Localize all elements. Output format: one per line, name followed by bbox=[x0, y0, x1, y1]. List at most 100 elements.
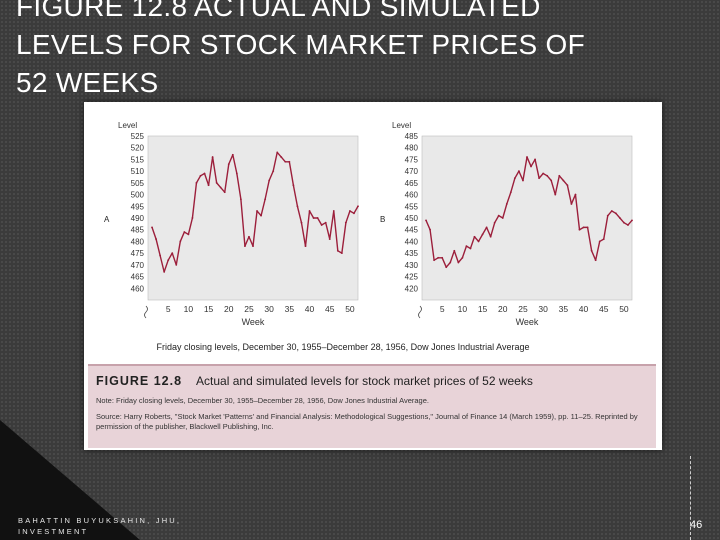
panel-a-data-point bbox=[272, 170, 275, 173]
panel-a-data-point bbox=[324, 221, 327, 224]
figure-label: FIGURE 12.8 bbox=[96, 374, 183, 388]
panel-a-axis-break bbox=[144, 305, 148, 319]
panel-a-data-point bbox=[199, 174, 202, 177]
panel-a-data-point bbox=[260, 214, 262, 217]
panel-a-data-point bbox=[219, 186, 222, 189]
panel-a-series-segment bbox=[151, 226, 157, 240]
panel-b-series-segment bbox=[473, 236, 480, 243]
panel-b-y-tick-label: 475 bbox=[405, 155, 419, 164]
panel-a-series-segment bbox=[329, 210, 335, 240]
panel-a-x-tick-label: 30 bbox=[264, 304, 274, 314]
panel-b-y-tick-label: 460 bbox=[405, 191, 419, 200]
panel-a-x-axis-label: Week bbox=[242, 317, 265, 327]
panel-a-x-tick-label: 35 bbox=[285, 304, 295, 314]
panel-b-panel-label: B bbox=[380, 215, 385, 224]
panel-b-series-segment bbox=[510, 177, 516, 193]
panel-a-data-point bbox=[244, 245, 246, 248]
panel-a-data-point bbox=[163, 270, 166, 273]
panel-b-series-segment bbox=[570, 193, 577, 205]
figure-panel: Friday closing levels, December 30, 1955… bbox=[84, 102, 662, 450]
panel-b-data-point bbox=[457, 261, 460, 264]
panel-b-data-point bbox=[570, 203, 573, 205]
panel-a-data-point bbox=[320, 224, 323, 226]
footer-author: BAHATTIN BUYUKSAHIN, JHU, INVESTMENT bbox=[18, 516, 182, 536]
panel-b-series-segment bbox=[502, 203, 508, 219]
panel-a-data-point bbox=[268, 179, 271, 182]
panel-a-data-point bbox=[276, 151, 279, 154]
panel-b-data-point bbox=[449, 261, 452, 264]
panel-b-data-point bbox=[493, 221, 496, 224]
panel-b-series-segment bbox=[550, 179, 556, 196]
panel-b-y-tick-label: 440 bbox=[405, 237, 419, 246]
panel-b-data-point bbox=[598, 240, 601, 243]
panel-a-data-point bbox=[308, 210, 311, 212]
panel-a-series-segment bbox=[248, 236, 254, 247]
panel-a-y-tick-label: 515 bbox=[131, 155, 145, 164]
panel-b-series-segment bbox=[445, 261, 451, 268]
panel-a-x-tick-label: 15 bbox=[204, 304, 214, 314]
panel-a-series-segment bbox=[333, 210, 339, 252]
panel-a-data-point bbox=[264, 198, 267, 201]
panel-a-series-segment bbox=[324, 221, 331, 240]
panel-b-series-segment bbox=[603, 214, 609, 240]
panel-b-series-segment bbox=[522, 156, 528, 182]
panel-b-data-point bbox=[461, 256, 464, 259]
panel-b-data-point bbox=[578, 228, 581, 231]
panel-b-series-segment bbox=[586, 226, 593, 252]
panel-a-y-tick-label: 480 bbox=[131, 237, 145, 246]
panel-a-series-segment bbox=[300, 221, 307, 247]
panel-b-series-segment bbox=[453, 250, 460, 264]
panel-a-series-segment bbox=[163, 259, 169, 273]
panel-a-series-segment bbox=[159, 254, 165, 273]
panel-b-series-segment bbox=[530, 158, 536, 168]
panel-a-series-segment bbox=[252, 210, 258, 247]
panel-a-plot-area bbox=[147, 135, 359, 301]
panel-a-data-point bbox=[183, 231, 186, 233]
panel-a-series-segment bbox=[211, 156, 218, 184]
panel-a-y-tick-label: 525 bbox=[131, 132, 145, 141]
panel-a-data-point bbox=[227, 163, 230, 166]
panel-b-x-tick-label: 20 bbox=[498, 304, 508, 314]
panel-b-series-segment bbox=[457, 257, 464, 264]
panel-b-data-point bbox=[477, 240, 480, 243]
panel-a-data-point bbox=[300, 221, 303, 224]
panel-a-data-point bbox=[344, 221, 347, 224]
panel-b-data-point bbox=[618, 217, 621, 219]
panel-b-data-point bbox=[586, 226, 589, 229]
panel-b-y-tick-label: 485 bbox=[405, 132, 419, 141]
panel-a-series-segment bbox=[207, 156, 214, 186]
panel-a-data-point bbox=[280, 156, 283, 158]
panel-b-data-point bbox=[518, 170, 520, 173]
panel-a-series-segment bbox=[219, 186, 226, 193]
panel-a-data-point bbox=[336, 249, 339, 252]
panel-b-series-segment bbox=[526, 156, 532, 168]
panel-a-data-point bbox=[256, 210, 258, 212]
panel-b-x-tick-label: 30 bbox=[538, 304, 548, 314]
panel-b-series-segment bbox=[619, 217, 625, 224]
panel-a-series-segment bbox=[272, 151, 278, 172]
panel-a-series-segment bbox=[171, 252, 177, 266]
panel-b-series-segment bbox=[489, 221, 496, 238]
panel-a-data-point bbox=[292, 184, 295, 187]
panel-b-y-axis-label: Level bbox=[392, 121, 411, 130]
panel-a-series-segment bbox=[179, 231, 186, 243]
panel-b-data-point bbox=[509, 191, 512, 194]
panel-a-series-segment bbox=[195, 175, 202, 184]
figure-note: Note: Friday closing levels, December 30… bbox=[96, 396, 429, 405]
panel-b-data-point bbox=[614, 212, 617, 215]
panel-a-data-point bbox=[312, 217, 315, 219]
panel-b-series-segment bbox=[546, 175, 552, 182]
panel-b-y-tick-label: 480 bbox=[405, 144, 419, 153]
panel-a-data-point bbox=[239, 198, 242, 201]
panel-a-data-point bbox=[284, 160, 287, 163]
panel-b-data-point bbox=[530, 165, 532, 168]
panel-a-series-segment bbox=[236, 172, 242, 200]
panel-a-y-tick-label: 520 bbox=[131, 144, 145, 153]
panel-b-series-segment bbox=[607, 210, 613, 217]
panel-b-data-point bbox=[453, 249, 456, 252]
panel-b-series-segment bbox=[534, 158, 540, 179]
panel-b-series-segment bbox=[627, 219, 633, 226]
panel-a-series-segment bbox=[155, 238, 161, 257]
panel-b-x-tick-label: 10 bbox=[458, 304, 468, 314]
panel-b-data-point bbox=[550, 179, 553, 182]
